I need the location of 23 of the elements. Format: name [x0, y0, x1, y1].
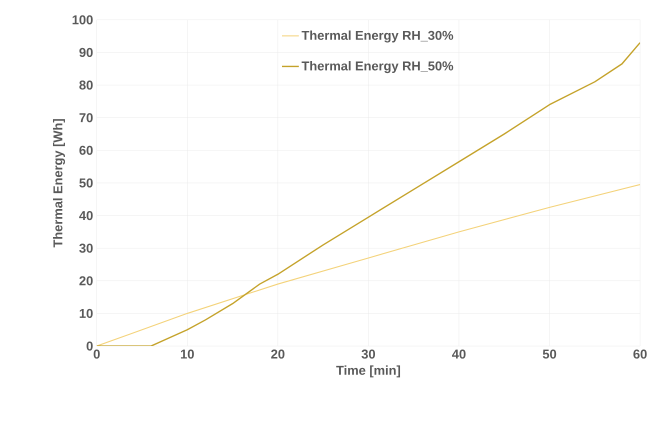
x-tick-label: 40: [452, 349, 466, 358]
legend-label: Thermal Energy RH_50%: [302, 60, 454, 73]
x-tick-label: 60: [633, 349, 647, 358]
x-tick-label: 20: [271, 349, 284, 358]
y-tick-label: 0: [86, 341, 93, 350]
y-tick-label: 100: [72, 15, 93, 24]
y-axis-title: Thermal Energy [Wh]: [52, 118, 66, 248]
y-tick-label: 20: [79, 276, 93, 286]
y-tick-label: 30: [79, 243, 93, 253]
y-tick-label: 80: [79, 80, 93, 90]
x-tick-label: 50: [542, 349, 556, 358]
y-tick-label: 50: [79, 178, 93, 188]
x-axis-title: Time [min]: [336, 365, 400, 378]
y-tick-label: 40: [79, 210, 93, 220]
line-series: [96, 184, 640, 346]
x-tick-label: 0: [94, 349, 100, 358]
x-tick-label: 30: [362, 349, 376, 358]
y-tick-label: 10: [80, 308, 93, 318]
y-tick-label: 90: [79, 48, 93, 57]
y-tick-label: 70: [80, 112, 93, 122]
y-tick-label: 60: [79, 146, 93, 155]
x-tick-label: 10: [180, 349, 194, 358]
legend-label: Thermal Energy RH_30%: [302, 30, 454, 42]
